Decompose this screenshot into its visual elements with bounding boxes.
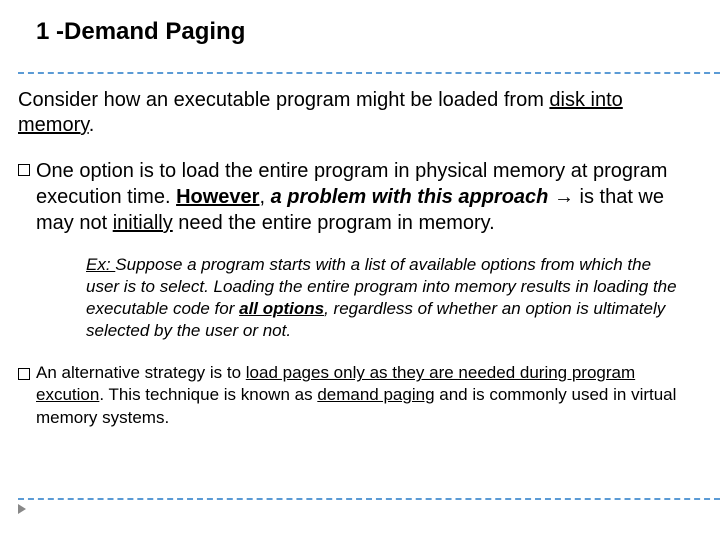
b1-problem: a problem with this approach	[271, 186, 554, 208]
ex-alloptions: all options	[239, 299, 324, 318]
slide-title: 1 -Demand Paging	[36, 18, 698, 46]
slide: 1 -Demand Paging Consider how an executa…	[0, 0, 720, 540]
triangle-icon	[18, 504, 26, 514]
bullet-2: An alternative strategy is to load pages…	[18, 362, 698, 428]
b1-t3: ,	[259, 186, 270, 208]
bullet-1-text: One option is to load the entire program…	[36, 158, 698, 236]
divider-top	[18, 72, 720, 74]
content-area: Consider how an executable program might…	[18, 88, 698, 447]
bullet-2-text: An alternative strategy is to load pages…	[36, 362, 698, 428]
b2-t1: An alternative strategy is to	[36, 363, 246, 382]
checkbox-icon	[18, 368, 30, 380]
b1-t7: need the entire program in memory.	[173, 212, 495, 234]
example-paragraph: Ex: Suppose a program starts with a list…	[86, 254, 688, 342]
checkbox-icon	[18, 164, 30, 176]
divider-bottom	[18, 498, 720, 500]
b2-t3: . This technique is known as	[99, 385, 317, 404]
b2-demand: demand paging	[317, 385, 434, 404]
intro-text-pre: Consider how an executable program might…	[18, 89, 549, 111]
arrow-icon: →	[554, 186, 574, 208]
ex-lead: Ex:	[86, 255, 115, 274]
b1-initially: initially	[113, 212, 173, 234]
b1-however: However	[176, 186, 259, 208]
bullet-1: One option is to load the entire program…	[18, 158, 698, 236]
intro-text-post: .	[89, 114, 95, 136]
intro-paragraph: Consider how an executable program might…	[18, 88, 698, 138]
